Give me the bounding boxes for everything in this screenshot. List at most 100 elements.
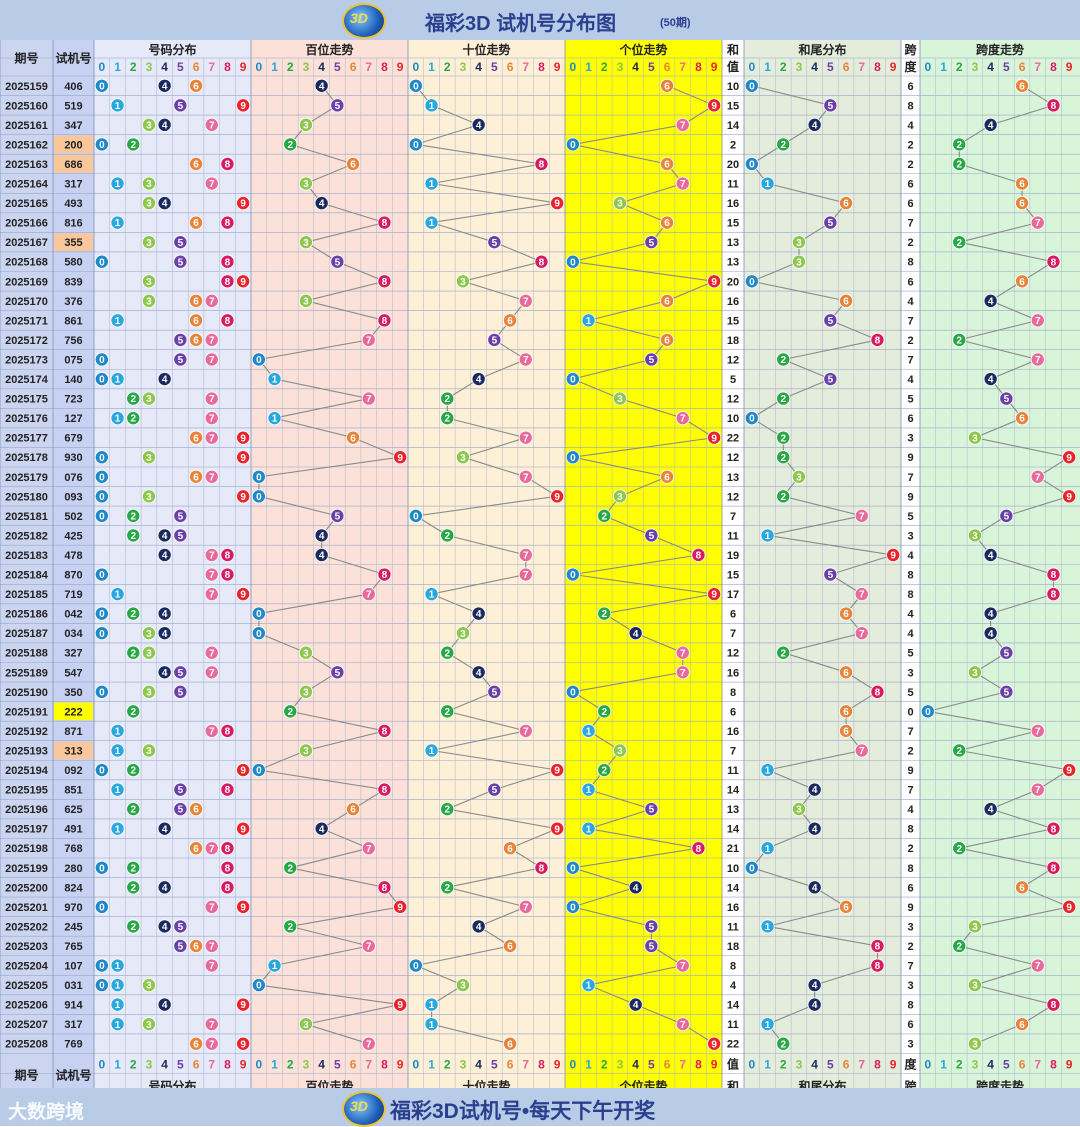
units-ball	[597, 606, 612, 621]
tail-ball	[823, 215, 838, 230]
units-ball	[612, 489, 627, 504]
dist-ball-label: 9	[240, 1000, 246, 1011]
dist-ball	[94, 958, 109, 973]
units-ball-label: 7	[680, 414, 686, 425]
dist-ball-label: 5	[178, 257, 184, 268]
header-sum-bottom: 值	[727, 59, 739, 74]
header-digit-bottom: 6	[1019, 1058, 1026, 1072]
trial-cell: 042	[64, 609, 82, 621]
trial-cell: 756	[64, 335, 82, 347]
tail-ball-label: 6	[843, 296, 849, 307]
trial-cell: 870	[64, 570, 82, 582]
units-ball-label: 6	[664, 336, 670, 347]
span-cell: 9	[907, 765, 913, 777]
tail-ball-label: 7	[859, 590, 865, 601]
sum-cell: 10	[727, 863, 739, 875]
dist-ball-label: 2	[130, 863, 136, 874]
span-cell: 4	[907, 550, 914, 562]
hundreds-ball-label: 1	[272, 961, 278, 972]
tail-ball-label: 7	[859, 511, 865, 522]
dist-ball-label: 2	[130, 922, 136, 933]
period-cell: 2025168	[5, 257, 48, 269]
tail-ball-label: 9	[890, 551, 896, 562]
tens-ball	[518, 567, 533, 582]
period-cell: 2025184	[5, 570, 49, 582]
span-ball-label: 2	[956, 336, 962, 347]
dist-ball	[141, 489, 156, 504]
header-digit: 4	[987, 60, 994, 74]
dist-ball-label: 2	[130, 766, 136, 777]
hundreds-ball-label: 9	[397, 902, 403, 913]
hundreds-ball-label: 4	[319, 824, 325, 835]
dist-ball	[157, 997, 172, 1012]
header-digit-bottom: 7	[522, 1058, 529, 1072]
chart-title: 福彩3D 试机号分布图	[425, 13, 617, 35]
span-ball-label: 3	[972, 981, 978, 992]
dist-ball	[141, 626, 156, 641]
span-ball	[1046, 254, 1061, 269]
tail-ball-label: 6	[843, 707, 849, 718]
trial-cell: 769	[64, 1039, 82, 1051]
header-digit-bottom: 4	[632, 1058, 639, 1072]
trial-highlight	[54, 135, 93, 154]
dist-ball-label: 8	[225, 316, 231, 327]
trial-cell: 327	[64, 648, 82, 660]
header-digit: 9	[240, 60, 247, 74]
units-ball-label: 1	[586, 727, 592, 738]
dist-ball	[126, 411, 141, 426]
span-ball-label: 3	[972, 433, 978, 444]
trial-highlight	[54, 702, 93, 721]
sum-cell: 11	[727, 1019, 739, 1031]
trend-line-tens	[414, 85, 560, 1045]
span-cell: 2	[907, 941, 913, 953]
dist-ball	[157, 372, 172, 387]
trial-cell: 580	[64, 257, 82, 269]
hundreds-ball-label: 0	[256, 492, 262, 503]
units-ball-label: 5	[649, 531, 655, 542]
tens-ball	[440, 391, 455, 406]
span-ball-label: 8	[1051, 824, 1057, 835]
tens-ball-label: 4	[476, 120, 482, 131]
tens-ball	[471, 117, 486, 132]
span-ball-label: 4	[988, 120, 994, 131]
dist-ball-label: 3	[146, 1020, 152, 1031]
dist-ball-label: 0	[99, 453, 105, 464]
tail-ball	[854, 508, 869, 523]
tens-ball-label: 1	[429, 101, 435, 112]
header-digit: 5	[177, 60, 184, 74]
hundreds-ball	[377, 782, 392, 797]
dist-ball-label: 7	[209, 668, 215, 679]
header-digit: 7	[522, 60, 529, 74]
span-ball-label: 2	[956, 238, 962, 249]
dist-ball-label: 6	[193, 844, 199, 855]
tail-ball	[744, 156, 759, 171]
tail-ball	[839, 196, 854, 211]
hundreds-ball	[298, 117, 313, 132]
header-digit: 1	[940, 60, 947, 74]
dist-ball-label: 3	[146, 179, 152, 190]
span-ball	[1030, 469, 1045, 484]
dist-ball-label: 4	[162, 531, 168, 542]
period-cell: 2025191	[5, 706, 48, 718]
span-ball	[983, 117, 998, 132]
header-digit-bottom: 6	[507, 1058, 514, 1072]
span-cell: 3	[907, 667, 913, 679]
dist-ball	[141, 743, 156, 758]
sum-cell: 11	[727, 530, 739, 542]
span-ball	[1030, 782, 1045, 797]
dist-ball-label: 5	[178, 531, 184, 542]
span-ball-label: 7	[1035, 785, 1041, 796]
dist-ball-label: 6	[193, 805, 199, 816]
dist-ball	[173, 352, 188, 367]
span-cell: 3	[907, 921, 913, 933]
dist-ball-label: 2	[130, 394, 136, 405]
dist-ball	[94, 469, 109, 484]
column-bg-sum	[722, 40, 744, 1088]
dist-ball	[157, 919, 172, 934]
units-ball	[707, 1036, 722, 1051]
tens-ball	[424, 1017, 439, 1032]
span-ball	[1030, 352, 1045, 367]
dist-ball-label: 2	[130, 531, 136, 542]
span-ball	[999, 684, 1014, 699]
tens-ball	[471, 919, 486, 934]
